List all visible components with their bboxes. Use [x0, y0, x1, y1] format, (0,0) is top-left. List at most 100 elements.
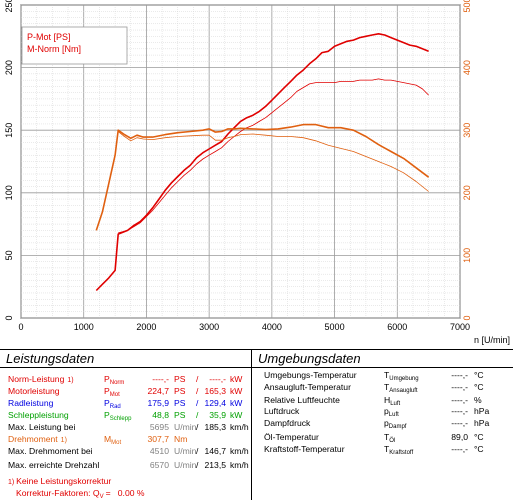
umgebung-row: Umgebungs-Temperatur TUmgebung ----,- °C — [252, 369, 513, 382]
row-value-2: 129,4 — [204, 398, 226, 408]
row-label: Dampfdruck — [264, 418, 311, 428]
row-unit-1: Nm — [174, 434, 188, 444]
umgebung-row: Dampfdruck pDampf ----,- hPa — [252, 417, 513, 430]
footnote-mark: 1) — [8, 479, 17, 486]
legend: P-Mot [PS] M-Norm [Nm] — [21, 26, 128, 65]
row-value-2: 185,3 — [204, 422, 226, 432]
legend-p-mot: P-Mot [PS] — [27, 32, 71, 42]
y-right-tick-label: 400 — [462, 60, 472, 75]
row-separator: / — [196, 422, 199, 432]
row-label: Max. erreichte Drehzahl — [8, 460, 100, 470]
power-torque-chart: 0 1000 2000 3000 4000 5000 6000 700005010015020… — [4, 0, 510, 345]
row-unit-2: km/h — [230, 460, 249, 470]
row-unit-1: PS — [174, 398, 186, 408]
chart-lines — [95, 32, 430, 292]
leistung-row: Schleppleistung PSchlepp 48,8 PS / 35,9 kW — [0, 409, 252, 422]
y-right-tick-label: 300 — [462, 123, 472, 138]
row-unit-2: kW — [230, 386, 243, 396]
leistung-row: Radleistung PRad 175,9 PS / 129,4 kW — [0, 397, 252, 410]
x-tick-label: 4000 — [262, 322, 282, 332]
row-separator: / — [196, 446, 199, 456]
row-unit-2: kW — [230, 410, 243, 420]
y-left-tick-label: 100 — [4, 185, 14, 200]
leistung-row: Norm-Leistung 1) PNorm ----,- PS / ----,- kW — [0, 373, 252, 386]
row-label: Umgebungs-Temperatur — [264, 370, 357, 380]
y-right-tick-label: 200 — [462, 185, 472, 200]
chart-ticks: 0 1000 2000 3000 4000 5000 6000 700005010015020… — [4, 0, 472, 332]
y-left-tick-label: 150 — [4, 123, 14, 138]
row-unit-1: PS — [174, 410, 186, 420]
row-unit-2: km/h — [230, 446, 249, 456]
row-separator: / — [196, 460, 199, 470]
row-symbol: TAnsaugluft — [384, 382, 418, 394]
row-unit: hPa — [474, 406, 490, 416]
row-value-1: 175,9 — [147, 398, 169, 408]
row-unit: °C — [474, 370, 484, 380]
umgebung-row: Relative Luftfeuchte HLuft ----,-% — [252, 394, 513, 407]
row-label: Schleppleistung — [8, 410, 69, 420]
row-label: Drehmoment 1) — [8, 434, 67, 444]
leistung-row: Max. erreichte Drehzahl 6570 U/min/ 213,5 km… — [0, 459, 252, 471]
row-label: Radleistung — [8, 398, 54, 408]
row-unit-1: PS — [174, 386, 186, 396]
row-value: ----,- — [451, 418, 468, 428]
row-unit: °C — [474, 432, 484, 442]
y-left-tick-label: 50 — [4, 250, 14, 260]
leistung-row: Motorleistung PMot 224,7 PS / 165,3 kW — [0, 385, 252, 398]
series-line-3 — [95, 123, 430, 231]
x-tick-label: 7000 — [450, 322, 470, 332]
row-symbol: MMot — [104, 434, 122, 446]
row-value: 89,0 — [451, 432, 468, 442]
row-value: ----,- — [451, 382, 468, 392]
row-value: ----,- — [451, 406, 468, 416]
row-value-2: 165,3 — [204, 386, 226, 396]
x-axis-label: n [U/min] — [474, 335, 510, 345]
row-unit-2: kW — [230, 374, 243, 384]
row-unit: % — [474, 395, 482, 405]
y-right-tick-label: 100 — [462, 248, 472, 263]
row-value-2: ----,- — [209, 374, 226, 384]
row-unit-1: U/min — [174, 422, 197, 432]
row-value: ----,- — [451, 370, 468, 380]
row-label: Ansaugluft-Temperatur — [264, 382, 351, 392]
umgebungsdaten-panel: Umgebungsdaten Umgebungs-Temperatur TUmge… — [252, 349, 513, 500]
x-tick-label: 0 — [18, 322, 23, 332]
row-symbol: TÖl — [384, 432, 396, 444]
row-unit: °C — [474, 444, 484, 454]
row-value: ----,- — [451, 395, 468, 405]
row-separator: / — [196, 398, 199, 408]
row-separator: / — [196, 410, 199, 420]
x-tick-label: 3000 — [199, 322, 219, 332]
row-label: Max. Drehmoment bei — [8, 446, 93, 456]
row-value-1: ----,- — [152, 374, 169, 384]
row-separator: / — [196, 374, 199, 384]
footnote-mark: 1) — [67, 377, 74, 384]
footnote-mark: 1) — [60, 437, 67, 444]
x-tick-label: 2000 — [136, 322, 156, 332]
row-symbol: PNorm — [104, 374, 125, 386]
leistung-row: Max. Drehmoment bei 4510 U/min/ 146,7 km/h — [0, 445, 252, 457]
row-unit: hPa — [474, 418, 490, 428]
row-label: Kraftstoff-Temperatur — [264, 444, 345, 454]
correction-factor-sub: V — [99, 494, 104, 500]
row-symbol: pLuft — [384, 406, 399, 418]
row-symbol: TUmgebung — [384, 370, 419, 382]
row-unit-1: PS — [174, 374, 186, 384]
row-value-1: 5695 — [149, 422, 169, 432]
footnote-no-correction: 1) Keine Leistungskorrektur — [8, 475, 111, 487]
row-value: ----,- — [451, 444, 468, 454]
row-label: Relative Luftfeuchte — [264, 395, 340, 405]
y-right-tick-label: 500 — [462, 0, 472, 13]
row-symbol: TKraftstoff — [384, 444, 414, 456]
row-symbol: PRad — [104, 398, 121, 410]
row-symbol: pDampf — [384, 418, 407, 430]
umgebung-row: Öl-Temperatur TÖl 89,0 °C — [252, 431, 513, 444]
row-label: Motorleistung — [8, 386, 60, 396]
row-unit: °C — [474, 382, 484, 392]
series-line-2 — [118, 78, 429, 234]
leistungsdaten-panel: Leistungsdaten Norm-Leistung 1) PNorm ----,… — [0, 349, 252, 500]
correction-factor-value: = 0.00 % — [105, 488, 145, 498]
row-value-1: 4510 — [149, 446, 169, 456]
row-unit-1: U/min — [174, 460, 197, 470]
y-left-tick-label: 0 — [4, 315, 14, 320]
